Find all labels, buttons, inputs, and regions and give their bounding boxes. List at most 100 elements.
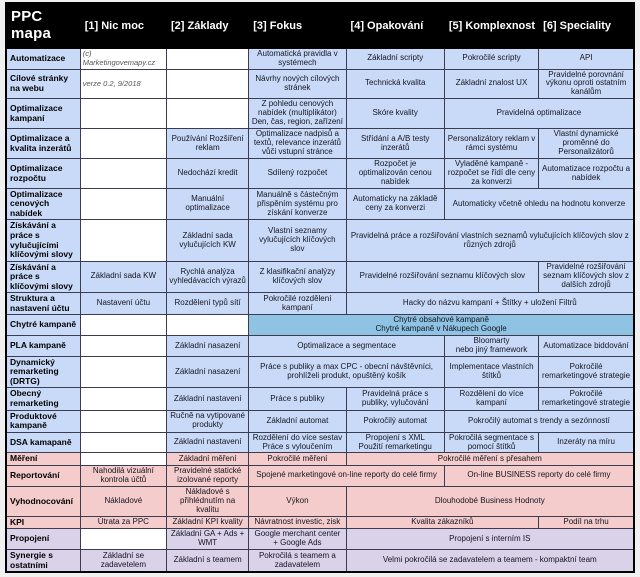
table-cell: Základní se zadavetelem	[79, 549, 168, 573]
table-cell: Základní nasazení	[165, 335, 250, 357]
table-cell: Rozpočet je optimalizován cenou nabídek	[345, 158, 445, 189]
table-cell: Pravidelná práce s publiky, vylučování	[345, 387, 445, 411]
table-cell: Pravidelné rozšiřování seznamu klíčových…	[345, 260, 540, 294]
table-cell: Bloomarty nebo jiný framework	[443, 335, 540, 357]
table-row: Chytré kampaně Chytré obsahové kampaně Ch…	[5, 314, 635, 337]
table-cell: On-line BUSINESS reporty do celé firmy	[443, 464, 635, 487]
table-cell: Základní KPI kvality	[165, 515, 250, 530]
table-row: Vyhodnocování Nákladové Nákladové s přihlé…	[5, 485, 635, 517]
row-label: Obecný remarketing	[5, 387, 81, 411]
table-row: Obecný remarketing Základní nastavení Prác…	[5, 387, 635, 411]
table-cell: Sdílený rozpočet	[248, 158, 347, 189]
table-cell: Pokročilé měření	[248, 452, 347, 466]
table-cell: Základní GA + Ads + WMT	[165, 528, 250, 551]
table-cell: Chytré obsahové kampaně Chytré kampaně v…	[248, 314, 635, 337]
table-cell	[79, 187, 168, 221]
header-row: PPC mapa [1] Nic moc [2] Základy [3] Fokus[…	[5, 2, 635, 49]
column-header: [6] Speciality	[538, 2, 635, 49]
table-cell: Technická kvalita	[345, 68, 445, 100]
table-cell	[79, 387, 168, 411]
table-cell: Implementace vlastních štítků	[443, 355, 540, 389]
row-label: Cílové stránky na webu	[5, 68, 81, 100]
table-cell: Pokročilý automat s trendy a sezónností	[443, 409, 635, 433]
table-cell	[79, 431, 168, 454]
table-cell: Automaticky včetně ohledu na hodnotu kon…	[443, 187, 635, 221]
table-cell	[79, 219, 168, 262]
row-label: Měření	[5, 452, 81, 466]
table-cell	[79, 452, 168, 466]
table-cell: Pokročilé rozdělení kampaní	[248, 292, 347, 316]
table-cell: Pravidelné statické izolované reporty	[165, 464, 250, 487]
table-row: Automatizace (c) Marketingovemapy.cz Autom…	[5, 47, 635, 70]
table-cell: Ručně na vytipované produkty	[165, 409, 250, 433]
table-row: Optimalizace rozpočtu Nedochází kredit Sdí…	[5, 158, 635, 189]
row-label: Dynamický remarketing (DRTG)	[5, 355, 81, 389]
table-cell	[79, 128, 168, 160]
ppc-map-table: PPC mapa [1] Nic moc [2] Základy [3] Fokus[…	[5, 2, 635, 574]
table-cell: Používání Rozšíření reklam	[165, 128, 250, 160]
table-cell: Vlastní dynamické proměnné do Personaliz…	[538, 128, 635, 160]
column-header: [3] Fokus	[248, 2, 347, 49]
table-cell: Velmi pokročilá se zadavatelem a teamem …	[345, 549, 635, 573]
table-cell: Propojení s interním IS	[345, 528, 635, 551]
table-cell: Vlastní seznamy vylučujících klíčových s…	[248, 219, 347, 262]
table-cell	[79, 98, 168, 130]
table-cell: Střídání a A/B testy inzerátů	[345, 128, 445, 160]
table-cell: Pokročilý automat	[345, 409, 445, 433]
row-label: Optimalizace a kvalita inzerátů	[5, 128, 81, 160]
table-cell: Pokročilé scripty	[443, 47, 540, 70]
table-cell: Pravidelné porovnání výkonu oproti ostat…	[538, 68, 635, 100]
table-cell: Optimalizace a segmentace	[248, 335, 445, 357]
table-cell: Základní znalost UX	[443, 68, 540, 100]
table-cell: Kvalita zákazníků	[345, 515, 540, 530]
table-row: Dynamický remarketing (DRTG) Základní nas…	[5, 355, 635, 389]
table-cell	[165, 68, 250, 100]
row-label: DSA kamapaně	[5, 431, 81, 454]
column-header: [5] Komplexnost	[443, 2, 540, 49]
table-row: KPI Útrata za PPC Základní KPI kvality Návr…	[5, 515, 635, 530]
table-row: Cílové stránky na webu verze 0.2, 9/2018 N…	[5, 68, 635, 100]
table-cell: Pokročilá s teamem a zadavatelem	[248, 549, 347, 573]
table-row: Reportování Nahodilá vizuální kontrola úč…	[5, 464, 635, 487]
table-cell: Automatizace biddování	[538, 335, 635, 357]
table-cell: Z pohledu cenových nabídek (multiplikáto…	[248, 98, 347, 130]
table-cell: Rozdělení do více sestav Práce s vylouče…	[248, 431, 347, 454]
table-cell: Nastavení účtu	[79, 292, 168, 316]
table-cell: Práce s publiky	[248, 387, 347, 411]
table-cell: (c) Marketingovemapy.cz	[79, 47, 168, 70]
table-cell: Základní automat	[248, 409, 347, 433]
table-body: Automatizace (c) Marketingovemapy.cz Autom…	[5, 47, 635, 573]
table-cell: Pokročilé remarketingové strategie	[538, 355, 635, 389]
row-label: Chytré kampaně	[5, 314, 81, 337]
row-label: Získávání a práce s vylučujícími klíčový…	[5, 219, 81, 262]
table-cell: Nákladové	[79, 485, 168, 517]
table-row: Optimalizace cenových nabídek Manuální op…	[5, 187, 635, 221]
table-cell: Personalizátory reklam v rámci systému	[443, 128, 540, 160]
table-cell: Optimalizace nadpisů a textů, relevance …	[248, 128, 347, 160]
row-label: KPI	[5, 515, 81, 530]
table-cell: Základní sada vylučujících KW	[165, 219, 250, 262]
table-cell	[165, 314, 250, 337]
table-row: PLA kampaně Základní nasazení Optimalizace…	[5, 335, 635, 357]
row-label: Struktura a nastavení účtu	[5, 292, 81, 316]
table-cell: Inzeráty na míru	[538, 431, 635, 454]
table-cell: Google merchant center + Google Ads	[248, 528, 347, 551]
row-label: Produktové kampaně	[5, 409, 81, 433]
table-cell: Skóre kvality	[345, 98, 445, 130]
table-cell: Pokročilá segmentace s pomocí štítků	[443, 431, 540, 454]
table-row: Získávání a práce s klíčovými slovy Zákla…	[5, 260, 635, 294]
row-label: Vyhodnocování	[5, 485, 81, 517]
table-cell: Automaticky na základě ceny za konverzi	[345, 187, 445, 221]
table-row: Propojení Základní GA + Ads + WMT Google m…	[5, 528, 635, 551]
table-row: Optimalizace kampaní Z pohledu cenových n…	[5, 98, 635, 130]
table-cell: Základní měření	[165, 452, 250, 466]
table-cell: Pravidelná práce a rozšiřování vlastních…	[345, 219, 635, 262]
table-cell: Výkon	[248, 485, 347, 517]
table-cell: Pokročilé remarketingové strategie	[538, 387, 635, 411]
table-cell: Útrata za PPC	[79, 515, 168, 530]
table-cell	[79, 409, 168, 433]
table-cell	[165, 98, 250, 130]
page-title: PPC mapa	[5, 2, 81, 49]
table-cell: Vyladěné kampaně - rozpočet se řídí dle …	[443, 158, 540, 189]
table-cell: Automatizace rozpočtu a nabídek	[538, 158, 635, 189]
